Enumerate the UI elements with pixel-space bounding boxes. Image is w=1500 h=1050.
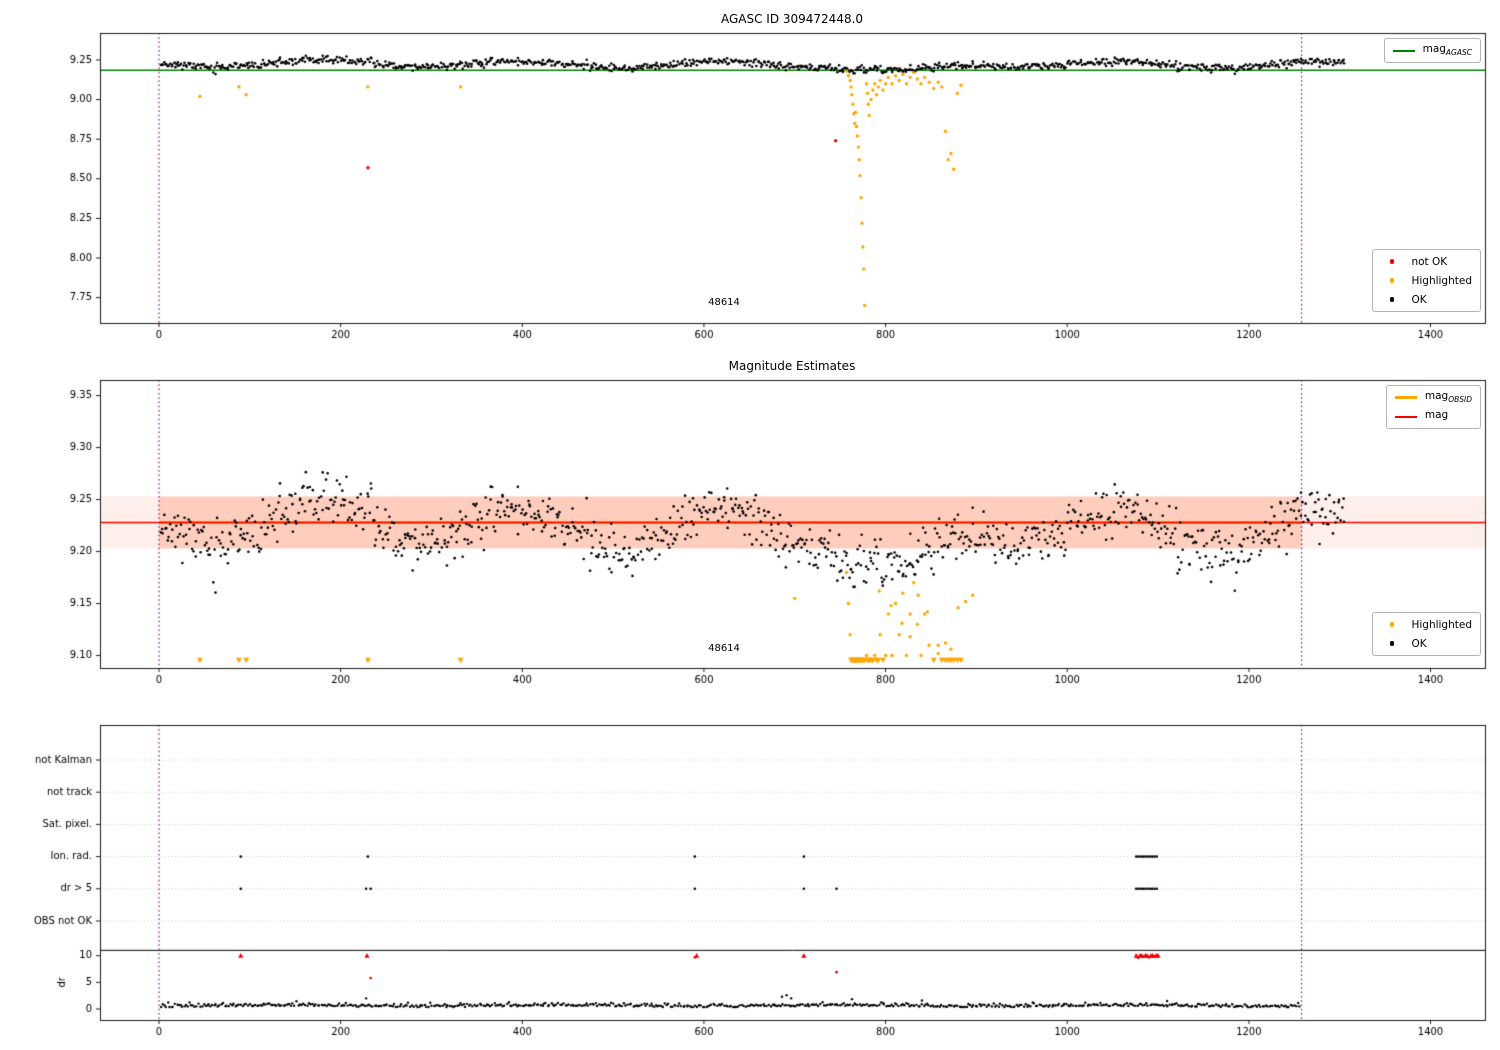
orange-dot-marker	[1389, 278, 1395, 283]
legend-label: magOBSID	[1425, 390, 1472, 404]
legend-label: Highlighted	[1411, 274, 1472, 287]
red-dot-marker	[1389, 259, 1395, 264]
middle-legend-line: magOBSID mag	[1385, 385, 1481, 429]
top-legend-line: magAGASC	[1383, 38, 1481, 63]
legend-item-highlighted: Highlighted	[1381, 616, 1472, 633]
legend-label: OK	[1411, 293, 1427, 306]
obsid-annotation-top: 48614	[708, 297, 740, 308]
middle-legend-markers: Highlighted OK	[1371, 612, 1481, 656]
legend-item-ok: OK	[1381, 635, 1472, 652]
black-dot-marker	[1389, 641, 1395, 646]
legend-label-text: mag	[1424, 390, 1449, 403]
middle-plot-title: Magnitude Estimates	[728, 359, 856, 373]
legend-label-sub: AGASC	[1445, 48, 1472, 58]
green-line-marker	[1392, 49, 1415, 52]
legend-item-mag-obsid: magOBSID	[1394, 389, 1472, 406]
orange-dot-marker	[1389, 622, 1395, 627]
legend-label: magAGASC	[1423, 43, 1472, 57]
obsid-annotation-middle: 48614	[708, 643, 740, 654]
legend-label-sub: OBSID	[1448, 395, 1472, 405]
legend-label-text: mag	[1422, 43, 1446, 56]
red-line-marker	[1394, 415, 1417, 418]
legend-label: OK	[1411, 637, 1427, 650]
orange-line-marker	[1394, 395, 1417, 400]
legend-item-mag: mag	[1394, 408, 1472, 425]
top-plot-title: AGASC ID 309472448.0	[720, 12, 864, 26]
legend-item-mag-agasc: magAGASC	[1392, 42, 1472, 59]
legend-label: Highlighted	[1411, 618, 1472, 631]
legend-item-not-ok: not OK	[1381, 253, 1472, 270]
black-dot-marker	[1389, 297, 1395, 302]
legend-item-highlighted: Highlighted	[1381, 272, 1472, 289]
legend-label: mag	[1425, 409, 1448, 423]
top-legend-markers: not OK Highlighted OK	[1371, 249, 1481, 312]
legend-label: not OK	[1411, 255, 1448, 268]
legend-label-text: mag	[1424, 409, 1449, 422]
legend-item-ok: OK	[1381, 291, 1472, 308]
